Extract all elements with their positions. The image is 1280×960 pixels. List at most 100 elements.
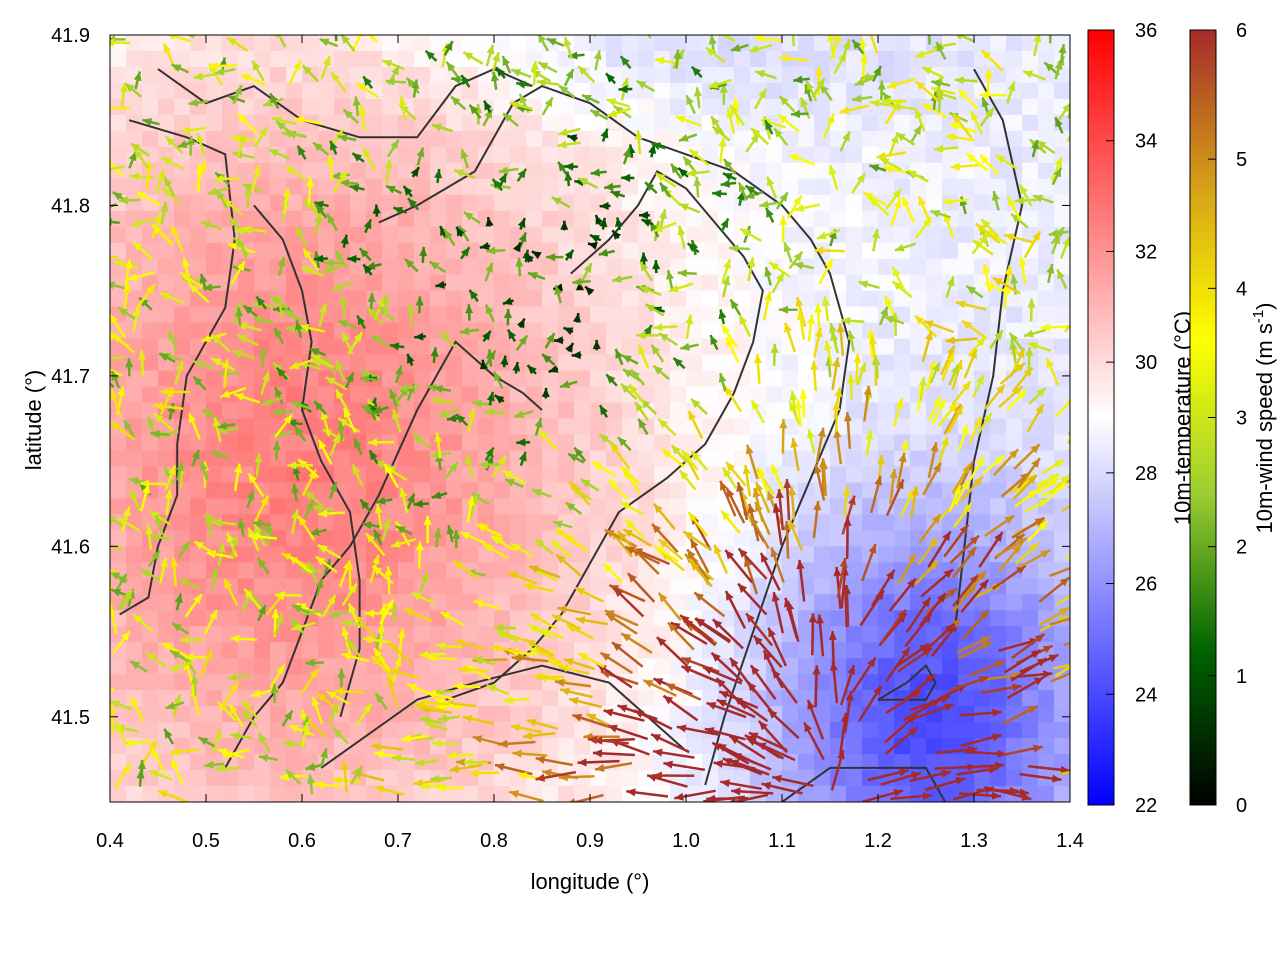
heatmap-cell xyxy=(766,370,783,388)
heatmap-cell xyxy=(382,450,399,468)
heatmap-cell xyxy=(334,514,351,531)
heatmap-cell xyxy=(1054,354,1070,372)
heatmap-cell xyxy=(542,450,559,468)
heatmap-cell xyxy=(526,35,543,52)
heatmap-cell xyxy=(238,194,255,212)
heatmap-cell xyxy=(350,674,367,691)
heatmap-cell xyxy=(654,258,671,276)
heatmap-cell xyxy=(110,658,127,675)
heatmap-cell xyxy=(638,226,655,244)
heatmap-cell xyxy=(862,242,879,260)
heatmap-cell xyxy=(478,178,495,196)
heatmap-cell xyxy=(526,498,543,515)
heatmap-cell xyxy=(494,770,511,787)
heatmap-cell xyxy=(526,514,543,531)
heatmap-cell xyxy=(830,82,847,100)
heatmap-cell xyxy=(654,67,671,84)
heatmap-cell xyxy=(766,434,783,452)
heatmap-cell xyxy=(590,514,607,531)
heatmap-cell xyxy=(398,210,415,228)
heatmap-cell xyxy=(606,130,623,148)
heatmap-cell xyxy=(1022,722,1039,739)
heatmap-cell xyxy=(878,530,895,547)
heatmap-cell xyxy=(558,738,575,755)
heatmap-cell xyxy=(718,51,735,68)
heatmap-cell xyxy=(734,210,751,228)
heatmap-cell xyxy=(622,178,639,196)
heatmap-cell xyxy=(462,258,479,276)
heatmap-cell xyxy=(398,322,415,340)
heatmap-cell xyxy=(510,754,527,771)
heatmap-cell xyxy=(702,242,719,260)
heatmap-cell xyxy=(670,130,687,148)
heatmap-cell xyxy=(1006,114,1023,132)
heatmap-cell xyxy=(558,178,575,196)
heatmap-cell xyxy=(830,482,847,499)
heatmap-cell xyxy=(478,290,495,308)
heatmap-cell xyxy=(1054,178,1070,196)
heatmap-cell xyxy=(446,274,463,292)
heatmap-cell xyxy=(158,434,175,452)
heatmap-cell xyxy=(206,258,223,276)
heatmap-cell xyxy=(638,658,655,675)
heatmap-cell xyxy=(414,67,431,84)
y-axis-label: latitude (°) xyxy=(21,370,46,471)
heatmap-cell xyxy=(494,594,511,611)
heatmap-cell xyxy=(670,178,687,196)
heatmap-cell xyxy=(174,386,191,404)
heatmap-cell xyxy=(702,67,719,84)
heatmap-cell xyxy=(1038,418,1055,436)
heatmap-cell xyxy=(942,658,959,675)
heatmap-cell xyxy=(414,35,431,52)
heatmap-cell xyxy=(686,290,703,308)
heatmap-cell xyxy=(318,98,335,116)
x-tick-label: 0.5 xyxy=(192,830,220,852)
heatmap-cell xyxy=(590,258,607,276)
heatmap-cell xyxy=(350,354,367,372)
heatmap-cell xyxy=(686,51,703,68)
heatmap-cell xyxy=(686,738,703,755)
heatmap-cell xyxy=(254,258,271,276)
heatmap-cell xyxy=(942,466,959,483)
heatmap-cell xyxy=(990,242,1007,260)
heatmap-cell xyxy=(638,626,655,643)
heatmap-cell xyxy=(350,226,367,244)
heatmap-cell xyxy=(830,210,847,228)
heatmap-cell xyxy=(190,402,207,420)
heatmap-cell xyxy=(126,626,143,643)
heatmap-cell xyxy=(382,338,399,356)
heatmap-cell xyxy=(126,770,143,787)
heatmap-cell xyxy=(942,242,959,260)
heatmap-cell xyxy=(686,434,703,452)
heatmap-cell xyxy=(142,786,159,802)
heatmap-cell xyxy=(862,642,879,659)
colorbar-tick-label: 34 xyxy=(1135,131,1157,153)
heatmap-cell xyxy=(686,322,703,340)
heatmap-cell xyxy=(1006,67,1023,84)
heatmap-cell xyxy=(190,754,207,771)
heatmap-cell xyxy=(302,146,319,164)
heatmap-cell xyxy=(542,786,559,802)
heatmap-cell xyxy=(334,466,351,483)
heatmap-cell xyxy=(158,98,175,116)
heatmap-cell xyxy=(494,35,511,52)
heatmap-cell xyxy=(766,322,783,340)
heatmap-cell xyxy=(558,466,575,483)
heatmap-cell xyxy=(702,274,719,292)
heatmap-cell xyxy=(542,114,559,132)
x-axis-label: longitude (°) xyxy=(531,869,650,894)
heatmap-cell xyxy=(142,194,159,212)
heatmap-cell xyxy=(606,338,623,356)
wind-colorbar-label: 10m-wind speed (m s-1) xyxy=(1250,303,1277,534)
heatmap-cell xyxy=(590,178,607,196)
heatmap-cell xyxy=(782,642,799,659)
heatmap-cell xyxy=(686,354,703,372)
heatmap-cell xyxy=(958,690,975,707)
heatmap-cell xyxy=(414,546,431,563)
heatmap-cell xyxy=(1022,610,1039,627)
heatmap-cell xyxy=(606,290,623,308)
heatmap-cell xyxy=(190,258,207,276)
heatmap-cell xyxy=(142,338,159,356)
heatmap-cell xyxy=(318,530,335,547)
heatmap-cell xyxy=(1038,178,1055,196)
